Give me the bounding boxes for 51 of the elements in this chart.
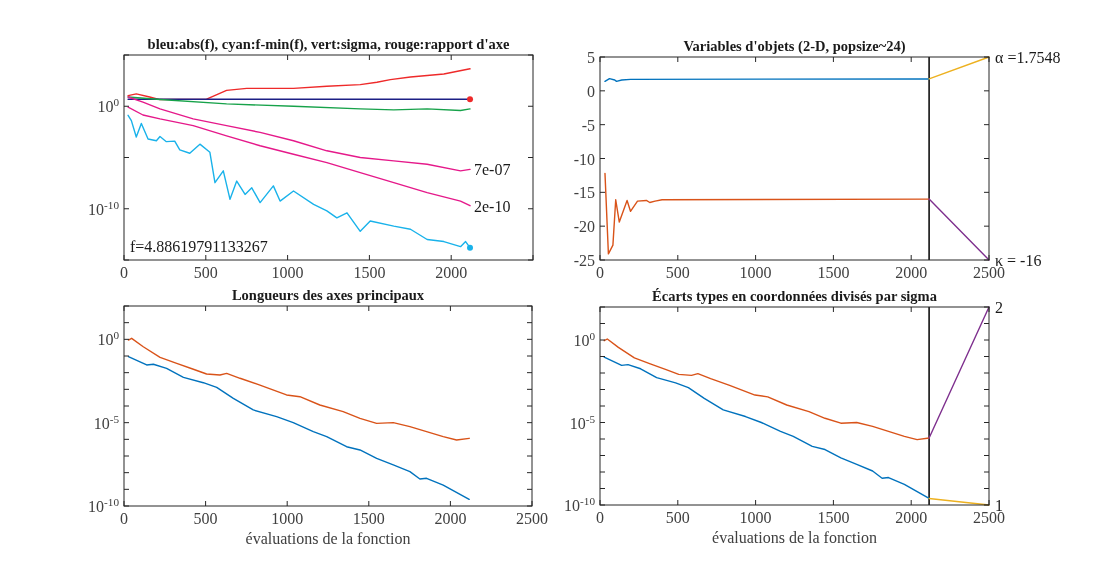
x-tick-label: 1000: [739, 509, 772, 526]
y-tick-label: 10$^{-10}$: [564, 495, 596, 514]
x-tick-label: 500: [665, 509, 690, 526]
y-tick-label: 10$^{-10}$: [88, 496, 120, 515]
x-tick-label: 1500: [352, 510, 385, 527]
x-tick-label: 2000: [895, 264, 928, 281]
text: 2: [995, 299, 1003, 316]
data-label: 7e-07: [474, 161, 511, 179]
y-tick-label: -5: [581, 116, 595, 134]
line-series: [127, 355, 470, 501]
y-tick-label: 10$^{-5}$: [93, 412, 120, 432]
x-axis-title: évaluations de la fonction: [245, 530, 411, 547]
y-tick-label: -10: [573, 150, 595, 168]
x-tick-label: 2000: [434, 510, 467, 527]
x-tick-label: 1000: [271, 510, 304, 527]
x-tick-label: 500: [665, 264, 690, 281]
y-tick-label: 5: [587, 49, 595, 66]
chart-title: Variables d'objets (2-D, popsize~24): [683, 38, 906, 55]
y-tick-label: -20: [573, 218, 595, 236]
y-tick-label: 10$^{0}$: [97, 96, 120, 116]
y-tick-label: -15: [573, 184, 595, 202]
x-tick-label: 1500: [353, 264, 386, 281]
x-tick-label: 1000: [739, 264, 772, 281]
line-series: [127, 106, 471, 207]
text: α =1.7548: [995, 49, 1061, 66]
line-series: [603, 338, 930, 441]
chart-title: Écarts types en coordonnées divisés par sigma: [652, 288, 938, 304]
y-tick-label: 0: [587, 82, 595, 100]
x-tick-label: 1500: [817, 264, 850, 281]
y-tick-label: 10$^{-10}$: [88, 198, 120, 218]
y-tick-label: 10$^{-5}$: [569, 412, 596, 432]
line-series: [127, 96, 471, 172]
x-axis-title: évaluations de la fonction: [712, 529, 877, 546]
x-tick-label: 2000: [435, 264, 468, 281]
line-series: [127, 337, 470, 441]
line-series: [127, 96, 471, 112]
line-series: [603, 356, 930, 500]
y-tick-label: -25: [573, 252, 595, 269]
data-label: 2e-10: [474, 197, 511, 215]
chart-title: bleu:abs(f), cyan:f-min(f), vert:sigma, rouge:rapport d'axe: [147, 36, 510, 53]
x-tick-label: 1500: [817, 509, 850, 526]
x-tick-label: 1000: [271, 264, 304, 281]
x-tick-label: 2500: [516, 510, 548, 527]
y-tick-label: 10$^{0}$: [97, 329, 120, 349]
x-tick-label: 2000: [895, 509, 928, 526]
chart-title: Longueurs des axes principaux: [231, 287, 425, 303]
annotation: f=4.88619791133267: [130, 238, 268, 255]
x-tick-label: 500: [193, 510, 218, 527]
y-tick-label: 10$^{0}$: [573, 330, 596, 349]
line-series: [604, 172, 930, 255]
x-tick-label: 500: [193, 264, 218, 281]
